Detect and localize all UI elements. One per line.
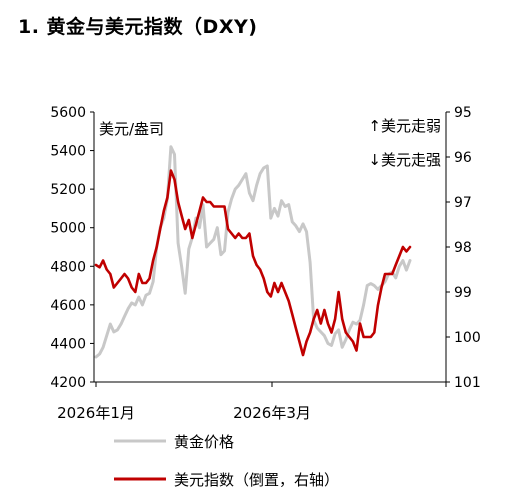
- x-tick-label: 2026年3月: [233, 404, 311, 422]
- x-tick-label: 2026年1月: [57, 404, 135, 422]
- right-tick-label: 96: [454, 150, 472, 166]
- bottom-right-note: ↓美元走强: [368, 151, 441, 169]
- axes: 4200 4400 4600 4800 5000 5200 5400 5600 95 96 97 98…: [50, 105, 480, 422]
- top-right-note: ↑美元走弱: [368, 117, 441, 135]
- right-tick-label: 100: [454, 330, 481, 346]
- left-tick-label: 4400: [50, 336, 86, 352]
- right-tick-label: 98: [454, 240, 472, 256]
- right-tick-label: 95: [454, 105, 472, 121]
- left-tick-label: 5000: [50, 221, 86, 237]
- series-line-dxy: [94, 169, 412, 357]
- left-tick-label: 4200: [50, 375, 86, 391]
- left-tick-label: 4800: [50, 259, 86, 275]
- legend-label: 黄金价格: [174, 433, 234, 451]
- right-tick-label: 99: [454, 285, 472, 301]
- left-tick-label: 5200: [50, 182, 86, 198]
- left-tick-label: 5400: [50, 144, 86, 160]
- right-tick-label: 101: [454, 375, 481, 391]
- left-axis-note: 美元/盎司: [99, 120, 164, 138]
- right-tick-label: 97: [454, 195, 472, 211]
- legend-label: 美元指数（倒置，右轴）: [174, 471, 339, 489]
- chart-title: 1. 黄金与美元指数（DXY): [18, 16, 258, 38]
- series-line-gold: [94, 145, 412, 359]
- series-layer: [94, 145, 412, 359]
- left-tick-label: 4600: [50, 298, 86, 314]
- left-tick-label: 5600: [50, 105, 86, 121]
